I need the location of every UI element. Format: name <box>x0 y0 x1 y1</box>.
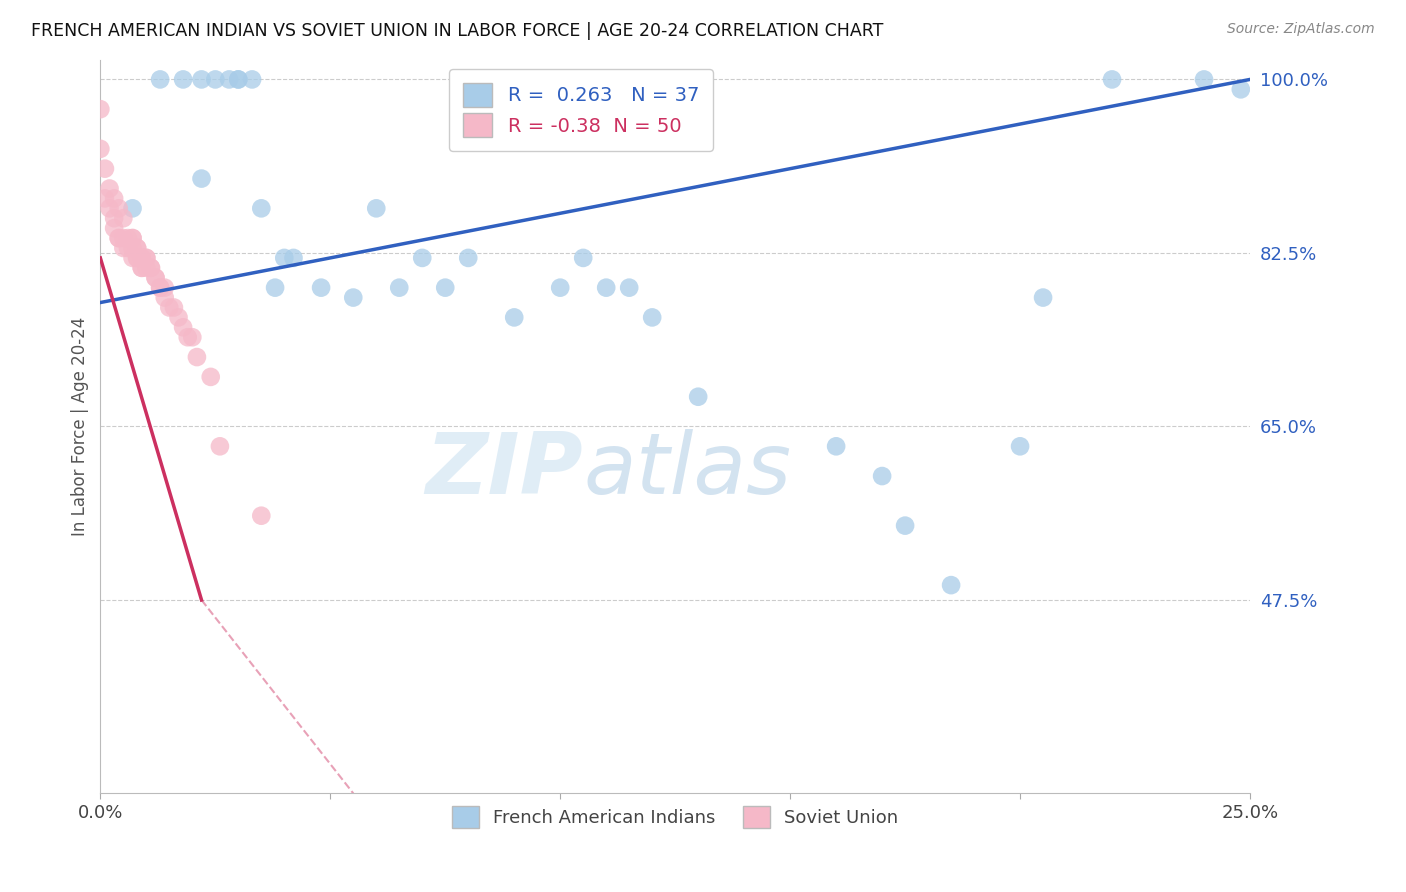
Point <box>434 280 457 294</box>
Point <box>107 231 129 245</box>
Point <box>172 320 194 334</box>
Point <box>121 241 143 255</box>
Point <box>145 270 167 285</box>
Point <box>135 251 157 265</box>
Point <box>121 251 143 265</box>
Point <box>342 291 364 305</box>
Point <box>139 260 162 275</box>
Point <box>127 251 149 265</box>
Text: atlas: atlas <box>583 429 792 512</box>
Point <box>94 191 117 205</box>
Point <box>226 72 249 87</box>
Point <box>503 310 526 325</box>
Point <box>208 439 231 453</box>
Point <box>572 251 595 265</box>
Point <box>190 171 212 186</box>
Point <box>127 241 149 255</box>
Point <box>98 181 121 195</box>
Point <box>548 280 571 294</box>
Y-axis label: In Labor Force | Age 20-24: In Labor Force | Age 20-24 <box>72 317 89 536</box>
Point <box>240 72 263 87</box>
Point <box>127 251 149 265</box>
Point <box>103 221 125 235</box>
Point <box>103 211 125 226</box>
Point <box>388 280 411 294</box>
Point <box>121 202 143 216</box>
Point <box>153 291 176 305</box>
Text: FRENCH AMERICAN INDIAN VS SOVIET UNION IN LABOR FORCE | AGE 20-24 CORRELATION CH: FRENCH AMERICAN INDIAN VS SOVIET UNION I… <box>31 22 883 40</box>
Point <box>117 231 139 245</box>
Point <box>121 231 143 245</box>
Point <box>94 161 117 176</box>
Point <box>112 231 135 245</box>
Point <box>121 231 143 245</box>
Point <box>186 350 208 364</box>
Point <box>894 518 917 533</box>
Point <box>163 301 186 315</box>
Point <box>1192 72 1215 87</box>
Point <box>1010 439 1032 453</box>
Point <box>135 251 157 265</box>
Point <box>411 251 433 265</box>
Point <box>149 280 172 294</box>
Point <box>1101 72 1123 87</box>
Point <box>98 202 121 216</box>
Point <box>181 330 204 344</box>
Point <box>127 241 149 255</box>
Point <box>107 202 129 216</box>
Point <box>89 102 111 116</box>
Point <box>1032 291 1054 305</box>
Point <box>172 72 194 87</box>
Point <box>117 241 139 255</box>
Point <box>149 72 172 87</box>
Point <box>250 202 273 216</box>
Point <box>157 301 180 315</box>
Point <box>641 310 664 325</box>
Point <box>177 330 200 344</box>
Point <box>218 72 240 87</box>
Point <box>103 191 125 205</box>
Point <box>190 72 212 87</box>
Point <box>283 251 305 265</box>
Point <box>273 251 295 265</box>
Point <box>145 270 167 285</box>
Point <box>131 251 153 265</box>
Point <box>250 508 273 523</box>
Point <box>131 251 153 265</box>
Text: Source: ZipAtlas.com: Source: ZipAtlas.com <box>1227 22 1375 37</box>
Point <box>167 310 190 325</box>
Point <box>107 231 129 245</box>
Point <box>149 280 172 294</box>
Point <box>939 578 962 592</box>
Point <box>366 202 388 216</box>
Point <box>112 211 135 226</box>
Point <box>112 241 135 255</box>
Point <box>457 251 479 265</box>
Point <box>135 260 157 275</box>
Point <box>619 280 641 294</box>
Point <box>204 72 226 87</box>
Point <box>139 260 162 275</box>
Point <box>595 280 617 294</box>
Point <box>264 280 287 294</box>
Point <box>226 72 249 87</box>
Point <box>688 390 710 404</box>
Point <box>131 260 153 275</box>
Text: ZIP: ZIP <box>426 429 583 512</box>
Point <box>870 469 893 483</box>
Point <box>153 280 176 294</box>
Point <box>825 439 848 453</box>
Point <box>1230 82 1253 96</box>
Legend: French American Indians, Soviet Union: French American Indians, Soviet Union <box>444 799 905 836</box>
Point <box>131 260 153 275</box>
Point <box>309 280 332 294</box>
Point <box>89 142 111 156</box>
Point <box>200 370 222 384</box>
